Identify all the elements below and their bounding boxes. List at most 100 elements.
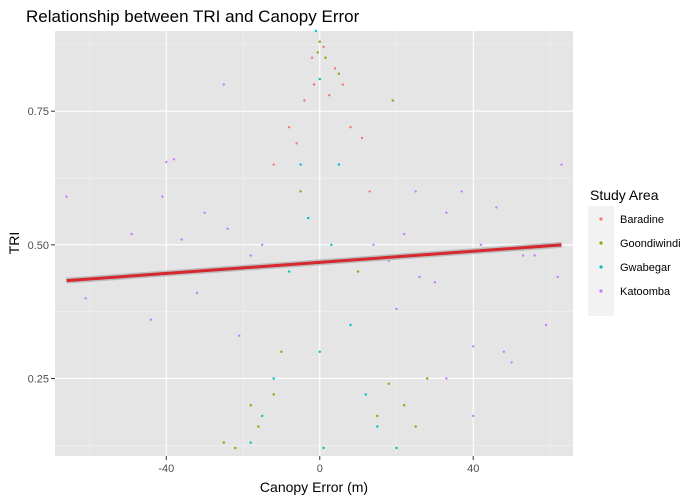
point-katoomba [403,232,406,236]
point-goondiwindi [318,40,321,43]
point-baradine [368,190,371,193]
point-katoomba [510,361,513,364]
point-baradine [333,67,337,70]
point-baradine [328,94,331,97]
point-katoomba [460,190,463,193]
point-katoomba [149,318,153,321]
point-katoomba [472,345,475,348]
point-goondiwindi [337,72,341,76]
point-baradine [287,126,291,129]
point-katoomba [84,297,87,300]
trend-line [66,243,562,283]
chart-title: Relationship between TRI and Canopy Erro… [26,7,360,26]
point-katoomba [433,281,437,284]
point-goondiwindi [391,99,394,102]
y-tick-label: 0.25 [28,373,49,385]
point-katoomba [372,243,375,246]
point-goondiwindi [356,270,360,273]
point-katoomba [533,254,536,257]
point-katoomba [222,83,225,86]
point-gwabegar [337,163,341,166]
point-katoomba [479,243,483,246]
point-gwabegar [349,323,352,327]
point-gwabegar [307,216,310,220]
legend-key-background [588,206,614,316]
point-goondiwindi [316,51,319,54]
point-katoomba [238,334,241,337]
point-gwabegar [249,441,252,444]
point-katoomba [180,238,183,241]
point-gwabegar [287,270,291,273]
point-gwabegar [272,377,275,380]
legend-key-baradine [599,217,603,221]
point-katoomba [195,291,199,295]
point-katoomba [65,195,68,198]
point-goondiwindi [324,56,327,59]
point-katoomba [556,275,559,279]
x-tick-label: 0 [317,463,323,475]
point-goondiwindi [280,350,283,353]
point-baradine [322,45,325,49]
trend-line-group [66,241,562,284]
point-baradine [349,126,352,129]
point-baradine [272,163,275,166]
point-goondiwindi [234,446,237,450]
point-katoomba [172,158,176,161]
legend: Study Area Baradine Goondiwindi Gwabegar Ka… [588,187,681,316]
axes: -40 0 40 0.25 0.50 0.75 [28,106,480,475]
point-gwabegar [318,77,321,81]
legend-key-goondiwindi [599,241,603,245]
y-axis-title: TRI [6,232,22,255]
grid-lines [55,31,573,456]
point-gwabegar [376,425,379,428]
point-katoomba [226,227,229,230]
point-katoomba [445,211,448,214]
legend-title: Study Area [590,187,659,203]
point-gwabegar [322,446,325,450]
point-goondiwindi [403,404,406,407]
point-gwabegar [299,163,302,166]
point-katoomba [502,350,506,353]
point-katoomba [161,195,164,198]
point-goondiwindi [387,382,390,385]
point-katoomba [414,190,417,193]
data-points [65,29,563,450]
point-baradine [295,142,298,145]
point-katoomba [560,163,563,166]
point-goondiwindi [414,425,417,428]
point-gwabegar [330,243,333,246]
point-katoomba [130,232,133,236]
point-katoomba [544,323,548,327]
point-katoomba [249,254,252,257]
point-baradine [341,83,344,86]
y-tick-label: 0.75 [28,106,49,118]
point-goondiwindi [249,404,252,407]
legend-label-katoomba: Katoomba [620,286,671,298]
point-baradine [303,99,306,102]
point-katoomba [395,307,398,311]
point-katoomba [472,414,475,418]
point-katoomba [495,206,498,209]
legend-key-katoomba [599,289,603,293]
point-gwabegar [261,414,264,418]
point-goondiwindi [426,377,429,380]
point-goondiwindi [222,441,225,444]
legend-label-gwabegar: Gwabegar [620,262,671,274]
point-katoomba [418,275,421,279]
point-katoomba [261,243,264,246]
point-goondiwindi [257,425,260,428]
point-katoomba [203,211,206,214]
point-katoomba [165,160,168,164]
legend-label-baradine: Baradine [620,214,664,226]
x-tick-label: 40 [467,463,479,475]
point-gwabegar [314,29,318,33]
point-goondiwindi [299,190,302,193]
point-baradine [312,83,316,86]
point-katoomba [445,377,448,380]
point-baradine [360,136,364,140]
x-tick-label: -40 [158,463,174,475]
plot-panel [55,31,573,456]
point-goondiwindi [376,414,379,418]
point-gwabegar [318,350,321,353]
